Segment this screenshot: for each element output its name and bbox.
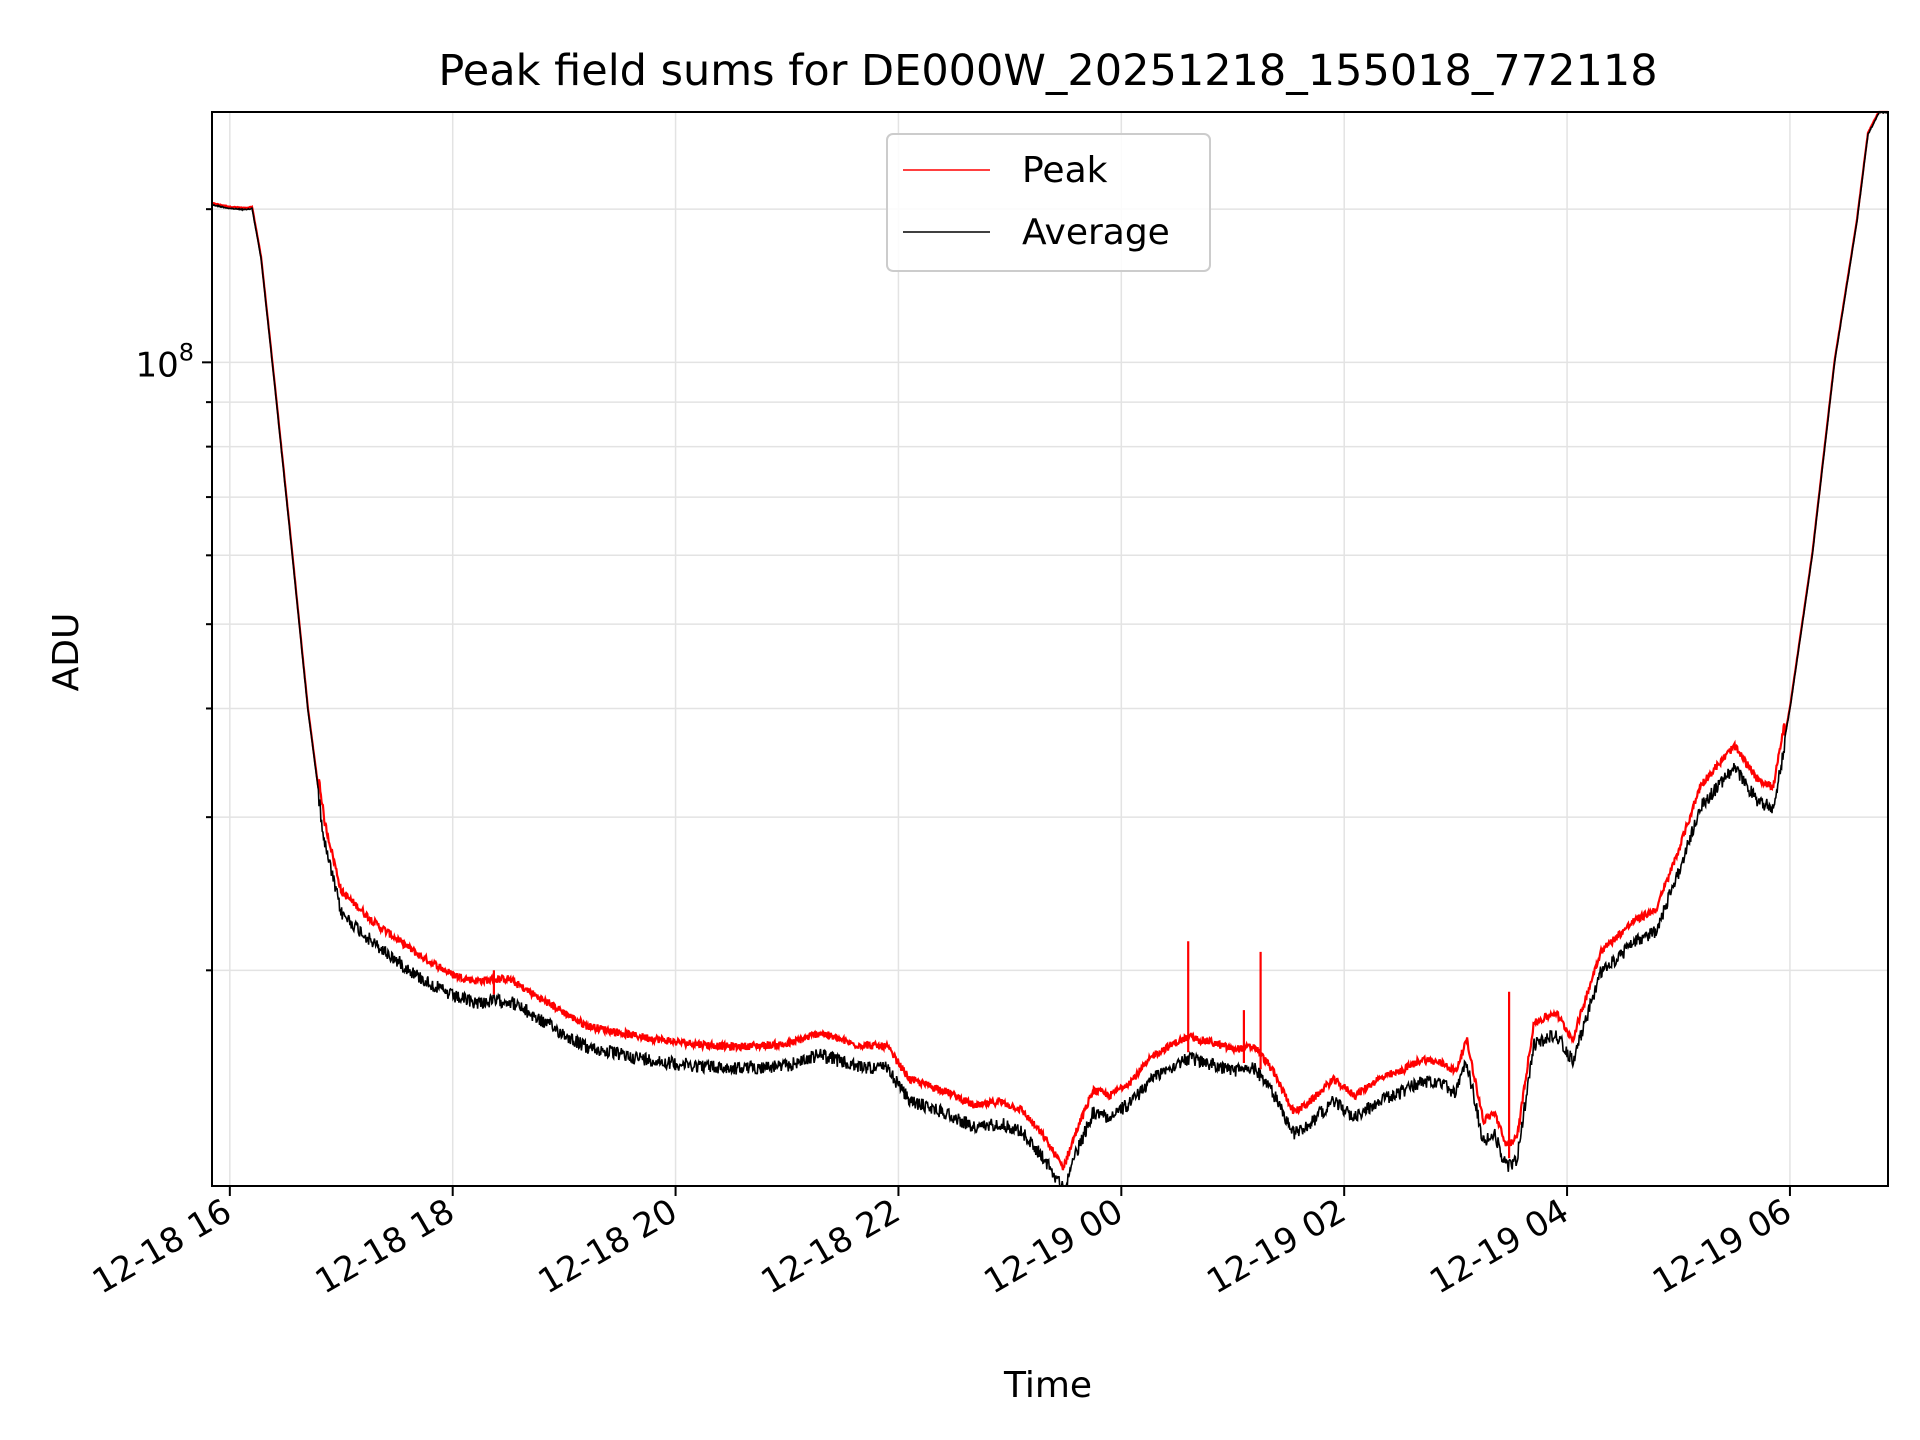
series-peak-line — [211, 110, 1888, 1171]
grid — [212, 112, 1888, 1186]
legend: Peak Average — [886, 133, 1211, 272]
legend-box — [886, 133, 1211, 272]
y-tick-label-exponent: 8 — [179, 338, 194, 366]
legend-average-label: Average — [1022, 212, 1170, 253]
legend-peak-label: Peak — [1022, 150, 1108, 191]
series-average-line — [211, 110, 1889, 1188]
y-tick-label: 108 — [135, 338, 194, 385]
y-axis-label: ADU — [46, 613, 87, 692]
y-axis: 108 — [135, 208, 212, 972]
y-tick-label-base: 10 — [135, 345, 178, 385]
axes-frame — [211, 111, 1889, 1187]
plot-area — [211, 110, 1889, 1188]
chart-title: Peak field sums for DE000W_20251218_1550… — [438, 46, 1657, 96]
x-axis-label: Time — [1003, 1365, 1092, 1406]
